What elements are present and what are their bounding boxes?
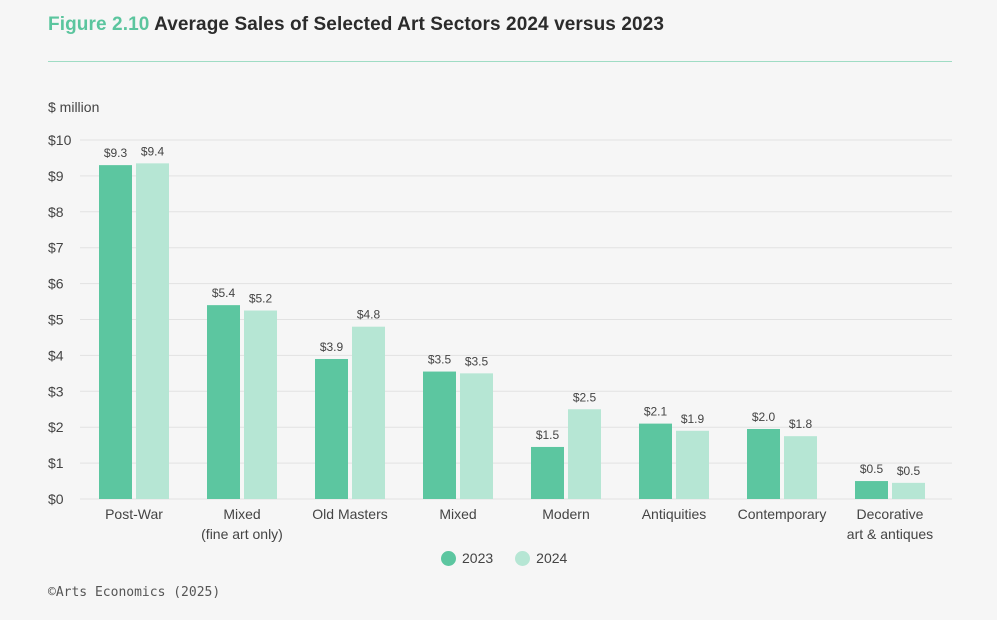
data-label: $2.1 bbox=[644, 405, 668, 419]
data-label: $0.5 bbox=[860, 462, 884, 476]
y-tick-label: $7 bbox=[48, 240, 64, 256]
y-tick-label: $6 bbox=[48, 276, 64, 292]
y-tick-label: $9 bbox=[48, 168, 64, 184]
bar-2024 bbox=[784, 436, 817, 499]
data-label: $9.3 bbox=[104, 146, 128, 160]
y-tick-label: $5 bbox=[48, 312, 64, 328]
bar-2023 bbox=[531, 446, 564, 499]
x-tick-label: Contemporary bbox=[738, 506, 827, 522]
x-tick-label: Post-War bbox=[105, 506, 163, 522]
x-tick-label: (fine art only) bbox=[201, 526, 283, 542]
x-tick-label: Mixed bbox=[439, 506, 476, 522]
data-label: $2.0 bbox=[752, 410, 776, 424]
bar-2024 bbox=[352, 326, 385, 499]
y-tick-label: $2 bbox=[48, 419, 64, 435]
data-label: $9.4 bbox=[141, 144, 165, 158]
data-label: $3.9 bbox=[320, 340, 344, 354]
legend-label-2024: 2024 bbox=[536, 550, 568, 566]
y-axis-label: $ million bbox=[48, 99, 99, 115]
y-tick-label: $10 bbox=[48, 132, 72, 148]
x-tick-label: Old Masters bbox=[312, 506, 387, 522]
x-tick-label: Decorative bbox=[857, 506, 924, 522]
figure-title: Average Sales of Selected Art Sectors 20… bbox=[154, 14, 665, 35]
bar-2023 bbox=[423, 371, 456, 499]
bar-2023 bbox=[747, 428, 780, 499]
data-label: $0.5 bbox=[897, 464, 921, 478]
data-label: $5.4 bbox=[212, 286, 236, 300]
bar-2024 bbox=[676, 430, 709, 499]
bar-2023 bbox=[99, 165, 132, 499]
bar-2023 bbox=[315, 358, 348, 499]
figure-label: Figure 2.10 bbox=[48, 14, 150, 35]
data-label: $2.5 bbox=[573, 390, 597, 404]
bar-2024 bbox=[568, 409, 601, 499]
y-tick-label: $4 bbox=[48, 347, 64, 363]
legend-item-2023: 2023 bbox=[441, 550, 493, 566]
bar-2023 bbox=[207, 305, 240, 499]
legend: 2023 2024 bbox=[441, 550, 589, 566]
x-tick-label: Mixed bbox=[223, 506, 260, 522]
data-label: $5.2 bbox=[249, 292, 273, 306]
y-tick-label: $1 bbox=[48, 455, 64, 471]
y-tick-label: $8 bbox=[48, 204, 64, 220]
legend-swatch-2023 bbox=[441, 550, 456, 566]
x-tick-label: Modern bbox=[542, 506, 589, 522]
data-label: $3.5 bbox=[465, 354, 489, 368]
legend-label-2023: 2023 bbox=[462, 550, 494, 566]
legend-item-2024: 2024 bbox=[515, 550, 567, 566]
data-label: $3.5 bbox=[428, 353, 452, 367]
source-credit: ©Arts Economics (2025) bbox=[48, 585, 221, 600]
y-tick-label: $3 bbox=[48, 383, 64, 399]
data-label: $1.5 bbox=[536, 428, 560, 442]
bar-2023 bbox=[855, 481, 888, 499]
bar-2024 bbox=[460, 373, 493, 499]
y-tick-label: $0 bbox=[48, 491, 64, 507]
data-label: $1.8 bbox=[789, 417, 813, 431]
data-label: $4.8 bbox=[357, 308, 381, 322]
bar-2024 bbox=[244, 310, 277, 499]
chart-title: Figure 2.10 Average Sales of Selected Ar… bbox=[48, 14, 664, 36]
bar-2024 bbox=[136, 163, 169, 499]
x-tick-label: art & antiques bbox=[847, 526, 933, 542]
title-divider bbox=[48, 61, 952, 62]
x-tick-label: Antiquities bbox=[642, 506, 707, 522]
legend-swatch-2024 bbox=[515, 550, 531, 566]
data-label: $1.9 bbox=[681, 412, 705, 426]
bar-2023 bbox=[639, 423, 672, 499]
bar-2024 bbox=[892, 482, 925, 499]
